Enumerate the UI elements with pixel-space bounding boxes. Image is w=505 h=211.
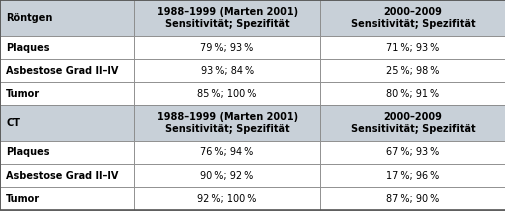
- Text: 92 %; 100 %: 92 %; 100 %: [197, 194, 256, 204]
- Bar: [320, 187, 505, 210]
- Bar: [0, 36, 134, 59]
- Bar: [0, 187, 134, 210]
- Bar: [134, 59, 320, 82]
- Bar: [134, 105, 320, 141]
- Bar: [0, 105, 134, 141]
- Text: Plaques: Plaques: [6, 42, 49, 53]
- Text: Tumor: Tumor: [6, 89, 40, 99]
- Bar: [134, 0, 320, 36]
- Text: 80 %; 91 %: 80 %; 91 %: [386, 89, 439, 99]
- Text: 2000–2009
Sensitivität; Spezifität: 2000–2009 Sensitivität; Spezifität: [350, 7, 474, 29]
- Bar: [0, 59, 134, 82]
- Bar: [134, 82, 320, 105]
- Bar: [320, 36, 505, 59]
- Bar: [134, 36, 320, 59]
- Text: CT: CT: [6, 118, 20, 128]
- Bar: [320, 82, 505, 105]
- Bar: [320, 164, 505, 187]
- Text: Tumor: Tumor: [6, 194, 40, 204]
- Text: 79 %; 93 %: 79 %; 93 %: [200, 42, 253, 53]
- Text: Asbestose Grad II–IV: Asbestose Grad II–IV: [6, 66, 118, 76]
- Bar: [320, 105, 505, 141]
- Text: 71 %; 93 %: 71 %; 93 %: [386, 42, 439, 53]
- Text: 2000–2009
Sensitivität; Spezifität: 2000–2009 Sensitivität; Spezifität: [350, 112, 474, 134]
- Text: Asbestose Grad II–IV: Asbestose Grad II–IV: [6, 171, 118, 181]
- Text: 85 %; 100 %: 85 %; 100 %: [197, 89, 256, 99]
- Text: 93 %; 84 %: 93 %; 84 %: [200, 66, 253, 76]
- Bar: [320, 0, 505, 36]
- Text: 87 %; 90 %: 87 %; 90 %: [386, 194, 439, 204]
- Text: 17 %; 96 %: 17 %; 96 %: [386, 171, 439, 181]
- Bar: [320, 141, 505, 164]
- Text: Röntgen: Röntgen: [6, 13, 53, 23]
- Bar: [0, 141, 134, 164]
- Bar: [0, 82, 134, 105]
- Bar: [0, 164, 134, 187]
- Bar: [0, 0, 134, 36]
- Text: 1988–1999 (Marten 2001)
Sensitivität; Spezifität: 1988–1999 (Marten 2001) Sensitivität; Sp…: [156, 112, 297, 134]
- Text: 90 %; 92 %: 90 %; 92 %: [200, 171, 253, 181]
- Text: 67 %; 93 %: 67 %; 93 %: [386, 147, 439, 157]
- Bar: [134, 141, 320, 164]
- Text: Plaques: Plaques: [6, 147, 49, 157]
- Bar: [134, 187, 320, 210]
- Bar: [134, 164, 320, 187]
- Bar: [320, 59, 505, 82]
- Text: 76 %; 94 %: 76 %; 94 %: [200, 147, 253, 157]
- Text: 25 %; 98 %: 25 %; 98 %: [386, 66, 439, 76]
- Text: 1988–1999 (Marten 2001)
Sensitivität; Spezifität: 1988–1999 (Marten 2001) Sensitivität; Sp…: [156, 7, 297, 29]
